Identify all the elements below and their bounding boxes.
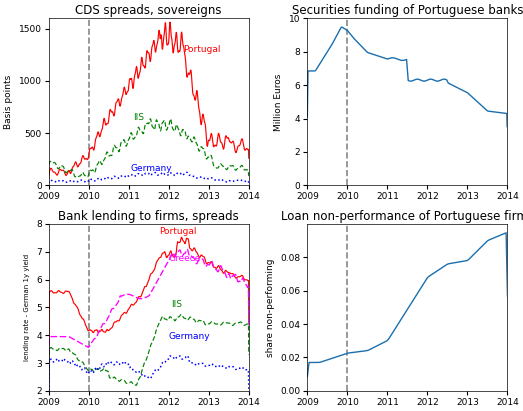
Text: Germany: Germany <box>169 332 210 342</box>
Text: Portugal: Portugal <box>159 227 196 236</box>
Text: IIS: IIS <box>133 113 144 122</box>
Y-axis label: Basis points: Basis points <box>4 75 13 129</box>
Text: IIS: IIS <box>170 300 181 309</box>
Y-axis label: share non-performing: share non-performing <box>266 258 275 357</box>
Y-axis label: Million Euros: Million Euros <box>275 73 283 131</box>
Title: Loan non-performance of Portuguese firms: Loan non-performance of Portuguese firms <box>281 210 523 223</box>
Title: Bank lending to firms, spreads: Bank lending to firms, spreads <box>59 210 239 223</box>
Y-axis label: lending rate - German 1y yield: lending rate - German 1y yield <box>25 254 30 361</box>
Title: Securities funding of Portuguese banks: Securities funding of Portuguese banks <box>292 4 523 17</box>
Text: Greece: Greece <box>169 254 201 263</box>
Text: Germany: Germany <box>131 164 173 173</box>
Text: Portugal: Portugal <box>183 45 220 54</box>
Title: CDS spreads, sovereigns: CDS spreads, sovereigns <box>75 4 222 17</box>
